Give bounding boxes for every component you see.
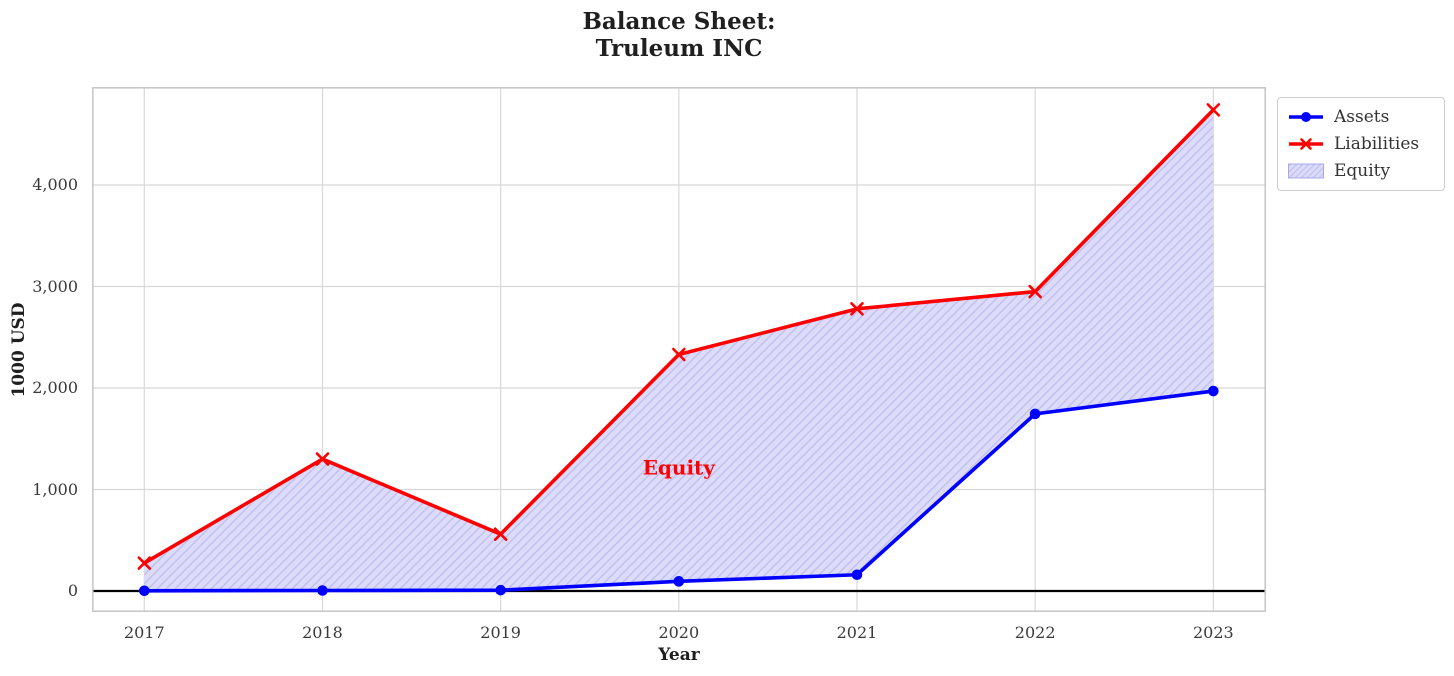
assets-data-point xyxy=(673,576,685,587)
y-tick-label: 2,000 xyxy=(32,378,78,397)
legend-liabilities-marker-icon xyxy=(1289,138,1323,150)
x-tick-label: 2018 xyxy=(302,623,343,642)
plot-border xyxy=(92,87,1267,613)
legend-label: Equity xyxy=(1334,161,1391,181)
legend-item-equity: Equity xyxy=(1287,158,1435,184)
legend-label: Liabilities xyxy=(1334,134,1420,154)
x-tick-label: 2020 xyxy=(658,623,700,642)
x-tick-label: 2021 xyxy=(836,623,878,642)
plot-canvas: Equity xyxy=(92,87,1267,613)
liabilities-data-point xyxy=(1028,284,1042,299)
legend-item-assets: Assets xyxy=(1287,104,1435,130)
legend: Assets Liabilities Equity xyxy=(1277,97,1445,191)
liabilities-data-point xyxy=(850,302,864,316)
x-axis-label: Year xyxy=(658,645,700,665)
legend-assets-marker-icon xyxy=(1289,112,1323,122)
x-tick-label: 2017 xyxy=(123,623,165,642)
equity-fill-area xyxy=(144,109,1214,591)
equity-annotation: Equity xyxy=(643,456,717,480)
x-tick-label: 2023 xyxy=(1192,623,1234,642)
series-assets xyxy=(139,385,1219,597)
chart-title: Balance Sheet: Truleum INC xyxy=(92,8,1266,62)
legend-equity-marker-icon xyxy=(1288,163,1324,179)
liabilities-data-point xyxy=(1206,103,1221,117)
liabilities-data-point xyxy=(493,527,508,541)
chart-title-line2: Truleum INC xyxy=(595,35,763,62)
y-tick-label: 4,000 xyxy=(32,175,78,194)
legend-item-liabilities: Liabilities xyxy=(1287,131,1435,157)
assets-data-point xyxy=(317,585,328,596)
liabilities-data-point xyxy=(672,347,686,362)
plot-area: Equity xyxy=(92,87,1267,613)
assets-data-point xyxy=(495,584,506,596)
x-tick-label: 2022 xyxy=(1014,623,1056,642)
liabilities-data-point xyxy=(315,452,330,466)
assets-data-point xyxy=(139,585,150,597)
assets-data-point xyxy=(1208,385,1219,397)
assets-data-point xyxy=(1029,408,1041,420)
y-tick-label: 1,000 xyxy=(32,479,78,499)
y-tick-label: 0 xyxy=(67,581,78,600)
x-tick-label: 2019 xyxy=(480,623,521,642)
series-liabilities xyxy=(137,103,1221,570)
y-tick-label: 3,000 xyxy=(32,276,78,296)
liabilities-data-point xyxy=(137,556,152,570)
legend-label: Assets xyxy=(1334,107,1390,127)
chart-title-line1: Balance Sheet: xyxy=(582,8,776,35)
assets-data-point xyxy=(851,569,863,581)
